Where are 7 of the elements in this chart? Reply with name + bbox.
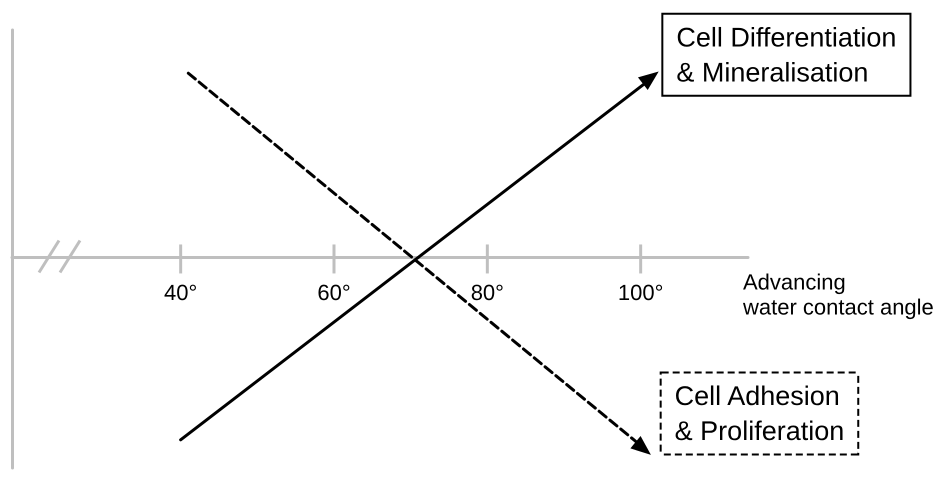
x-axis-title: Advancing water contact angle: [742, 269, 934, 320]
x-tick-label: 80°: [470, 280, 504, 305]
series-label: Cell Adhesion & Proliferation: [674, 380, 844, 446]
x-tick-label: 40°: [164, 280, 198, 305]
series-label: Cell Differentiation & Mineralisation: [676, 22, 896, 88]
x-tick-label: 60°: [317, 280, 351, 305]
x-tick-label: 100°: [618, 280, 664, 305]
